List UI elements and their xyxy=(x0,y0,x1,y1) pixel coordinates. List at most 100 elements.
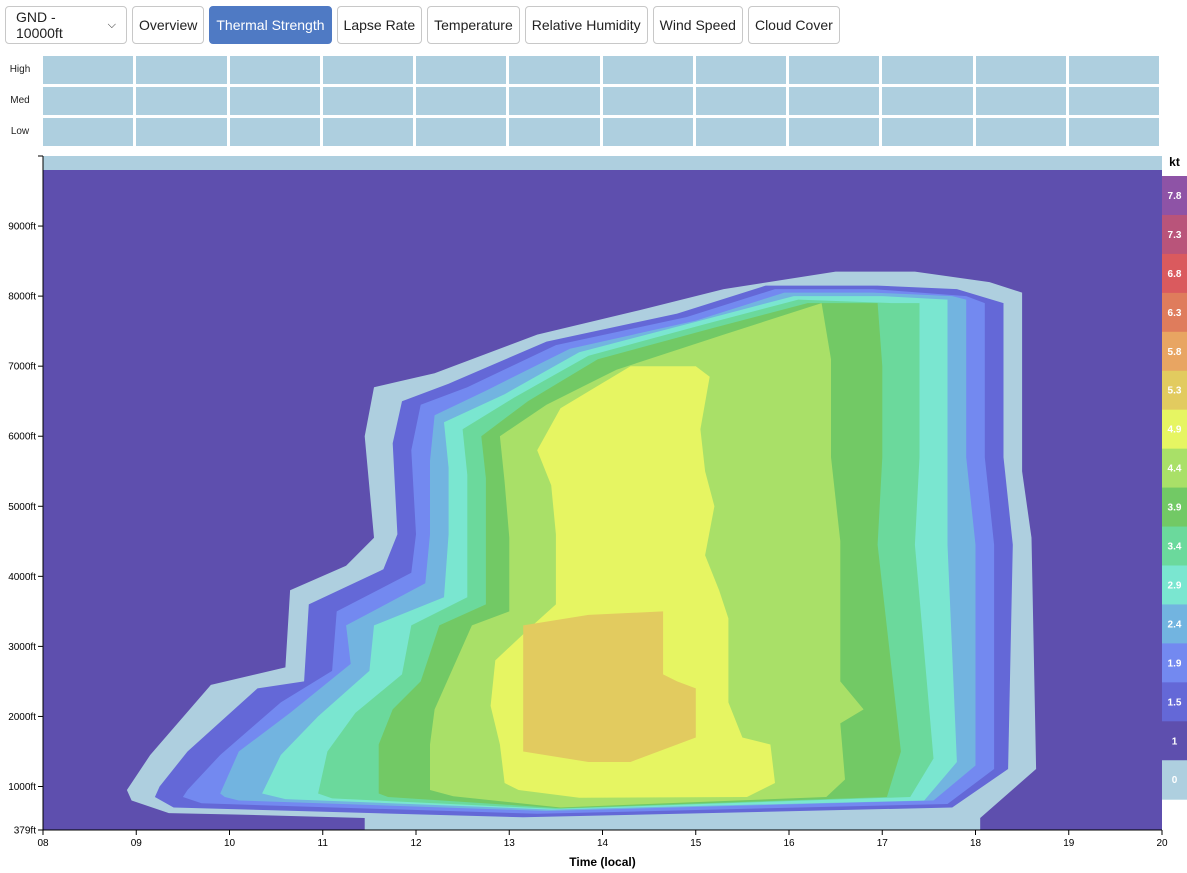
legend-label: 4.9 xyxy=(1168,425,1182,436)
legend-label: 6.8 xyxy=(1168,269,1182,280)
x-tick-label: 12 xyxy=(410,838,422,849)
legend-swatch xyxy=(1162,253,1187,294)
legend-swatch xyxy=(1162,176,1187,216)
cloud-cell-med xyxy=(602,87,693,115)
cloud-cell-low xyxy=(509,118,600,146)
y-tick-label: 2000ft xyxy=(8,712,36,723)
legend-swatch xyxy=(1162,370,1187,411)
x-tick-label: 19 xyxy=(1063,838,1075,849)
legend-swatch xyxy=(1162,760,1187,800)
legend-swatch xyxy=(1162,721,1187,761)
legend-swatch xyxy=(1162,292,1187,333)
y-tick-label: 8000ft xyxy=(8,292,36,303)
cloud-row-label-high: High xyxy=(9,64,31,75)
cloud-cell-high xyxy=(416,56,507,84)
legend-label: 5.3 xyxy=(1168,386,1182,397)
cloud-cell-high xyxy=(695,56,786,84)
y-tick-label: 4000ft xyxy=(8,572,36,583)
legend-label: 3.4 xyxy=(1168,542,1182,553)
cloud-cell-low xyxy=(602,118,693,146)
legend-swatch xyxy=(1162,526,1187,566)
cloud-cover-button[interactable]: Cloud Cover xyxy=(747,6,840,44)
overview-button[interactable]: Overview xyxy=(132,6,205,44)
altitude-range-select[interactable]: GND - 10000ft ⌵ xyxy=(5,6,127,44)
x-tick-label: 10 xyxy=(224,838,236,849)
legend-units-label: kt xyxy=(1169,155,1180,169)
x-tick-label: 08 xyxy=(37,838,49,849)
cloud-cell-low xyxy=(695,118,786,146)
legend-swatch xyxy=(1162,682,1187,722)
cloud-cell-high xyxy=(602,56,693,84)
cloud-cell-low xyxy=(1068,118,1159,146)
cloud-cell-med xyxy=(882,87,973,115)
x-tick-label: 14 xyxy=(597,838,609,849)
legend-swatch xyxy=(1162,214,1187,255)
toolbar: GND - 10000ft ⌵ Overview Thermal Strengt… xyxy=(5,6,840,46)
legend-label: 1 xyxy=(1172,736,1178,747)
relative-humidity-button[interactable]: Relative Humidity xyxy=(524,6,648,44)
x-axis-title: Time (local) xyxy=(569,855,635,869)
legend-swatch xyxy=(1162,643,1187,683)
cloud-cell-low xyxy=(789,118,880,146)
altitude-range-value: GND - 10000ft xyxy=(16,9,63,41)
legend-swatch xyxy=(1162,448,1187,489)
legend-label: 6.3 xyxy=(1168,308,1182,319)
legend-label: 1.9 xyxy=(1168,658,1182,669)
x-tick-label: 17 xyxy=(877,838,889,849)
cloud-cell-low xyxy=(136,118,227,146)
legend-label: 7.8 xyxy=(1168,191,1182,202)
x-tick-label: 15 xyxy=(690,838,702,849)
x-tick-label: 09 xyxy=(131,838,143,849)
cloud-cell-low xyxy=(975,118,1066,146)
legend-label: 2.4 xyxy=(1168,619,1182,630)
cloud-cell-low xyxy=(416,118,507,146)
cloud-cell-med xyxy=(509,87,600,115)
cloud-cell-high xyxy=(789,56,880,84)
cloud-cell-low xyxy=(229,118,320,146)
contour-band-5-3 xyxy=(523,611,696,762)
cloud-cell-high xyxy=(136,56,227,84)
thermal-strength-chart: 08 09 10 11 12 13 14 15 16 17 18 19 20379ft1000ft200… xyxy=(8,155,1187,869)
cloud-cell-low xyxy=(882,118,973,146)
y-tick-label: 379ft xyxy=(14,826,36,837)
cloud-cell-med xyxy=(322,87,413,115)
x-tick-label: 20 xyxy=(1156,838,1168,849)
x-tick-label: 18 xyxy=(970,838,982,849)
cloud-cell-high xyxy=(229,56,320,84)
cloud-row-label-med: Med xyxy=(10,95,30,106)
cloud-cell-high xyxy=(509,56,600,84)
legend-label: 0 xyxy=(1172,775,1178,786)
cloud-cell-low xyxy=(322,118,413,146)
wind-speed-button[interactable]: Wind Speed xyxy=(652,6,743,44)
cloud-cell-high xyxy=(43,56,134,84)
cloud-cell-high xyxy=(1068,56,1159,84)
y-tick-label: 7000ft xyxy=(8,362,36,373)
cloud-cell-high xyxy=(975,56,1066,84)
legend-swatch xyxy=(1162,565,1187,605)
thermal-strength-button[interactable]: Thermal Strength xyxy=(209,6,332,44)
legend-label: 1.5 xyxy=(1168,697,1182,708)
cloud-cell-low xyxy=(43,118,134,146)
y-tick-label: 1000ft xyxy=(8,782,36,793)
cloud-cell-med xyxy=(789,87,880,115)
cloud-cell-high xyxy=(322,56,413,84)
cloud-cell-med xyxy=(416,87,507,115)
chevron-down-icon: ⌵ xyxy=(107,18,116,31)
legend-swatch xyxy=(1162,604,1187,644)
legend-swatch xyxy=(1162,487,1187,528)
legend-swatch xyxy=(1162,331,1187,372)
y-tick-label: 5000ft xyxy=(8,502,36,513)
y-tick-label: 6000ft xyxy=(8,432,36,443)
cloud-cell-med xyxy=(975,87,1066,115)
cloud-row-label-low: Low xyxy=(10,126,30,137)
contour-band-1 xyxy=(43,170,1162,830)
legend-label: 7.3 xyxy=(1168,230,1182,241)
cloud-cell-med xyxy=(1068,87,1159,115)
lapse-rate-button[interactable]: Lapse Rate xyxy=(336,6,423,44)
legend-label: 4.4 xyxy=(1168,464,1182,475)
cloud-cell-high xyxy=(882,56,973,84)
x-tick-label: 11 xyxy=(318,838,329,849)
x-tick-label: 16 xyxy=(783,838,795,849)
temperature-button[interactable]: Temperature xyxy=(427,6,520,44)
cloud-cell-med xyxy=(229,87,320,115)
